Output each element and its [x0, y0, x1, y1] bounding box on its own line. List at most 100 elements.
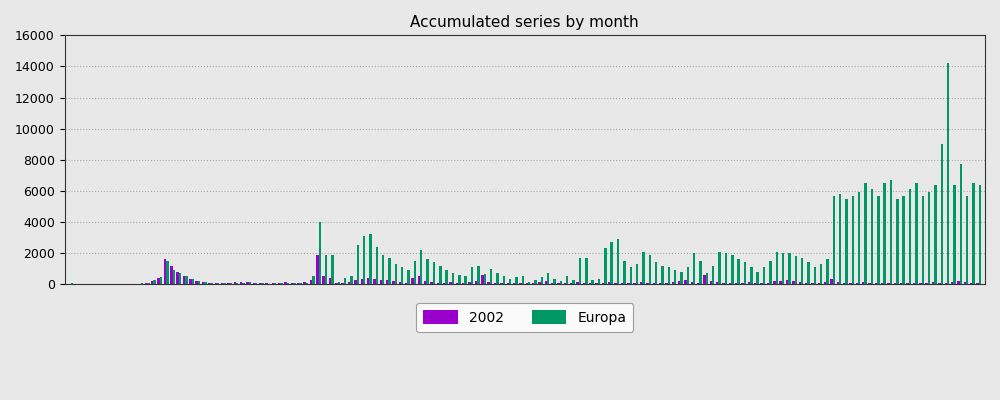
Bar [608, 282, 610, 284]
Bar [729, 283, 731, 284]
Bar [335, 283, 338, 284]
Bar [678, 281, 680, 284]
Bar [716, 282, 718, 284]
Bar [814, 267, 816, 284]
Bar [522, 276, 524, 284]
Bar [642, 252, 645, 284]
Bar [496, 272, 499, 284]
Bar [858, 192, 860, 284]
Bar [255, 283, 257, 284]
Bar [976, 283, 979, 284]
Bar [602, 283, 604, 284]
Bar [560, 281, 562, 284]
Bar [418, 276, 420, 284]
Bar [322, 276, 325, 284]
Bar [706, 273, 708, 284]
Bar [456, 283, 458, 284]
Bar [769, 261, 772, 284]
Bar [392, 281, 395, 284]
Bar [799, 282, 801, 284]
Bar [329, 278, 331, 284]
Bar [430, 282, 433, 284]
Bar [932, 282, 934, 284]
Bar [407, 270, 410, 284]
Bar [433, 262, 435, 284]
Bar [173, 270, 175, 284]
Bar [894, 283, 896, 284]
Bar [382, 255, 384, 284]
Bar [475, 281, 477, 284]
Bar [826, 259, 829, 284]
Bar [424, 281, 426, 284]
Bar [147, 283, 150, 284]
Bar [380, 280, 382, 284]
Bar [500, 283, 503, 284]
Bar [862, 282, 864, 284]
Bar [261, 283, 264, 284]
Bar [710, 281, 712, 284]
Bar [437, 283, 439, 284]
Bar [176, 272, 179, 284]
Bar [303, 282, 306, 284]
Bar [293, 283, 296, 284]
Bar [519, 283, 522, 284]
Bar [487, 282, 490, 284]
Bar [405, 283, 407, 284]
Bar [680, 272, 683, 284]
Bar [217, 283, 219, 284]
Bar [941, 144, 943, 284]
Bar [551, 283, 553, 284]
Bar [240, 282, 242, 284]
Bar [964, 282, 966, 284]
Bar [845, 199, 848, 284]
Bar [221, 283, 223, 284]
Bar [782, 253, 784, 284]
Bar [957, 281, 960, 284]
Bar [902, 196, 905, 284]
Bar [795, 256, 797, 284]
Bar [693, 253, 695, 284]
Bar [811, 283, 814, 284]
Bar [357, 245, 359, 284]
Bar [725, 253, 727, 284]
Bar [877, 196, 880, 284]
Bar [462, 283, 464, 284]
Bar [951, 282, 953, 284]
Bar [316, 255, 319, 284]
Bar [183, 276, 185, 284]
Bar [414, 261, 416, 284]
Bar [792, 281, 795, 284]
Bar [801, 258, 803, 284]
Bar [598, 279, 600, 284]
Bar [595, 283, 598, 284]
Bar [843, 283, 845, 284]
Bar [145, 283, 147, 284]
Bar [763, 267, 765, 284]
Bar [744, 262, 746, 284]
Bar [195, 281, 198, 284]
Bar [341, 283, 344, 284]
Bar [452, 273, 454, 284]
Bar [284, 282, 287, 284]
Bar [623, 261, 626, 284]
Bar [547, 272, 549, 284]
Bar [166, 261, 169, 284]
Bar [646, 283, 649, 284]
Bar [223, 283, 226, 284]
Bar [572, 280, 575, 284]
Bar [306, 283, 308, 284]
Bar [674, 270, 676, 284]
Bar [731, 255, 734, 284]
Bar [610, 242, 613, 284]
Bar [773, 281, 776, 284]
Bar [189, 279, 192, 284]
Bar [471, 267, 473, 284]
Bar [779, 281, 782, 284]
Bar [564, 283, 566, 284]
Bar [583, 283, 585, 284]
Bar [449, 282, 452, 284]
Bar [703, 275, 706, 284]
Bar [979, 185, 981, 284]
Bar [484, 274, 486, 284]
Bar [576, 282, 579, 284]
